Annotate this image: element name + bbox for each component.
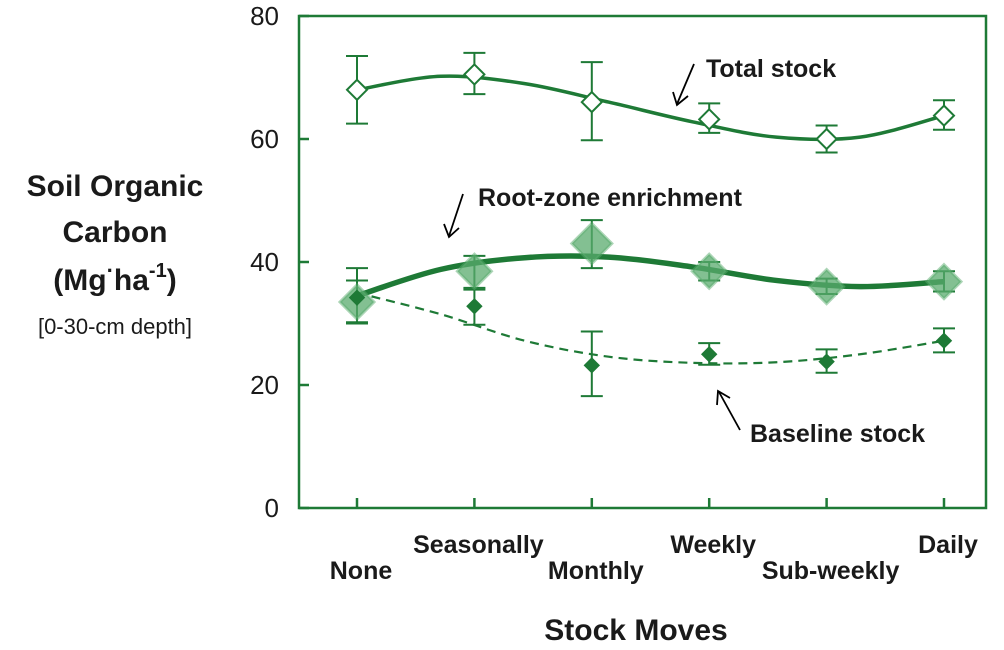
marker-baseline-stock xyxy=(700,346,718,363)
x-axis-title: Stock Moves xyxy=(544,614,727,647)
marker-total-stock xyxy=(932,104,956,128)
label-root-zone: Root-zone enrichment xyxy=(443,184,743,239)
marker-baseline-stock xyxy=(583,357,601,374)
x-tick-label: None xyxy=(330,557,393,585)
marker-total-stock xyxy=(580,90,604,114)
fit-curve-baseline-stock xyxy=(356,291,945,365)
marker-root-zone-enrichment xyxy=(924,262,964,301)
arrowhead-baseline-stock xyxy=(716,389,731,406)
y-axis-title-line3: (Mg·ha-1) xyxy=(53,258,176,297)
y-axis-unit-ha: ha xyxy=(114,264,149,297)
marker-total-stock xyxy=(462,63,486,86)
label-baseline-stock: Baseline stock xyxy=(716,389,925,448)
marker-root-zone-enrichment xyxy=(455,252,494,291)
marker-root-zone-enrichment xyxy=(690,252,729,291)
marker-total-stock xyxy=(345,78,369,102)
marker-baseline-stock xyxy=(348,289,366,306)
marker-root-zone-enrichment xyxy=(807,267,846,306)
marker-baseline-stock xyxy=(935,332,953,349)
fit-curve-root-zone-enrichment xyxy=(356,253,945,299)
marker-total-stock xyxy=(815,127,839,151)
arrowhead-total-stock xyxy=(672,91,689,107)
marker-baseline-stock xyxy=(466,298,483,315)
arrow-root-zone xyxy=(448,193,464,237)
y-axis-unit-close: ) xyxy=(167,264,177,297)
x-tick-label: Monthly xyxy=(548,557,644,585)
fit-curve-total-stock xyxy=(356,74,945,142)
y-axis-unit-exponent: -1 xyxy=(149,260,167,282)
data-markers xyxy=(337,63,964,374)
y-axis-ticks: 0 20 40 60 80 xyxy=(250,1,309,523)
y-axis-title-line2: Carbon xyxy=(63,216,168,249)
y-tick-label: 20 xyxy=(250,370,279,400)
y-axis-unit-mg: (Mg xyxy=(53,264,106,297)
arrow-baseline-stock xyxy=(718,391,741,431)
marker-root-zone-enrichment xyxy=(569,221,614,266)
error-bars xyxy=(346,51,955,398)
x-tick-label: Weekly xyxy=(670,531,756,559)
marker-baseline-stock xyxy=(818,353,835,370)
series-label-root-zone: Root-zone enrichment xyxy=(478,184,743,212)
x-tick-label: Seasonally xyxy=(413,531,544,559)
y-axis-title-line1: Soil Organic xyxy=(27,170,204,203)
y-tick-label: 0 xyxy=(265,493,279,523)
series-label-baseline-stock: Baseline stock xyxy=(750,420,925,448)
x-tick-label: Sub-weekly xyxy=(762,557,900,585)
y-axis-unit-dot: · xyxy=(107,258,114,283)
y-axis-title: Soil Organic Carbon (Mg·ha-1) [0-30-cm d… xyxy=(27,170,204,339)
y-tick-label: 80 xyxy=(250,1,279,31)
fit-curves xyxy=(356,74,945,365)
arrowhead-root-zone xyxy=(443,223,460,239)
label-total-stock: Total stock xyxy=(672,55,836,107)
x-tick-label: Daily xyxy=(918,531,978,559)
arrow-total-stock xyxy=(676,63,695,105)
series-label-total-stock: Total stock xyxy=(706,55,836,83)
y-tick-label: 60 xyxy=(250,124,279,154)
y-tick-label: 40 xyxy=(250,247,279,277)
y-axis-title-line4: [0-30-cm depth] xyxy=(38,314,192,339)
marker-total-stock xyxy=(697,107,721,131)
